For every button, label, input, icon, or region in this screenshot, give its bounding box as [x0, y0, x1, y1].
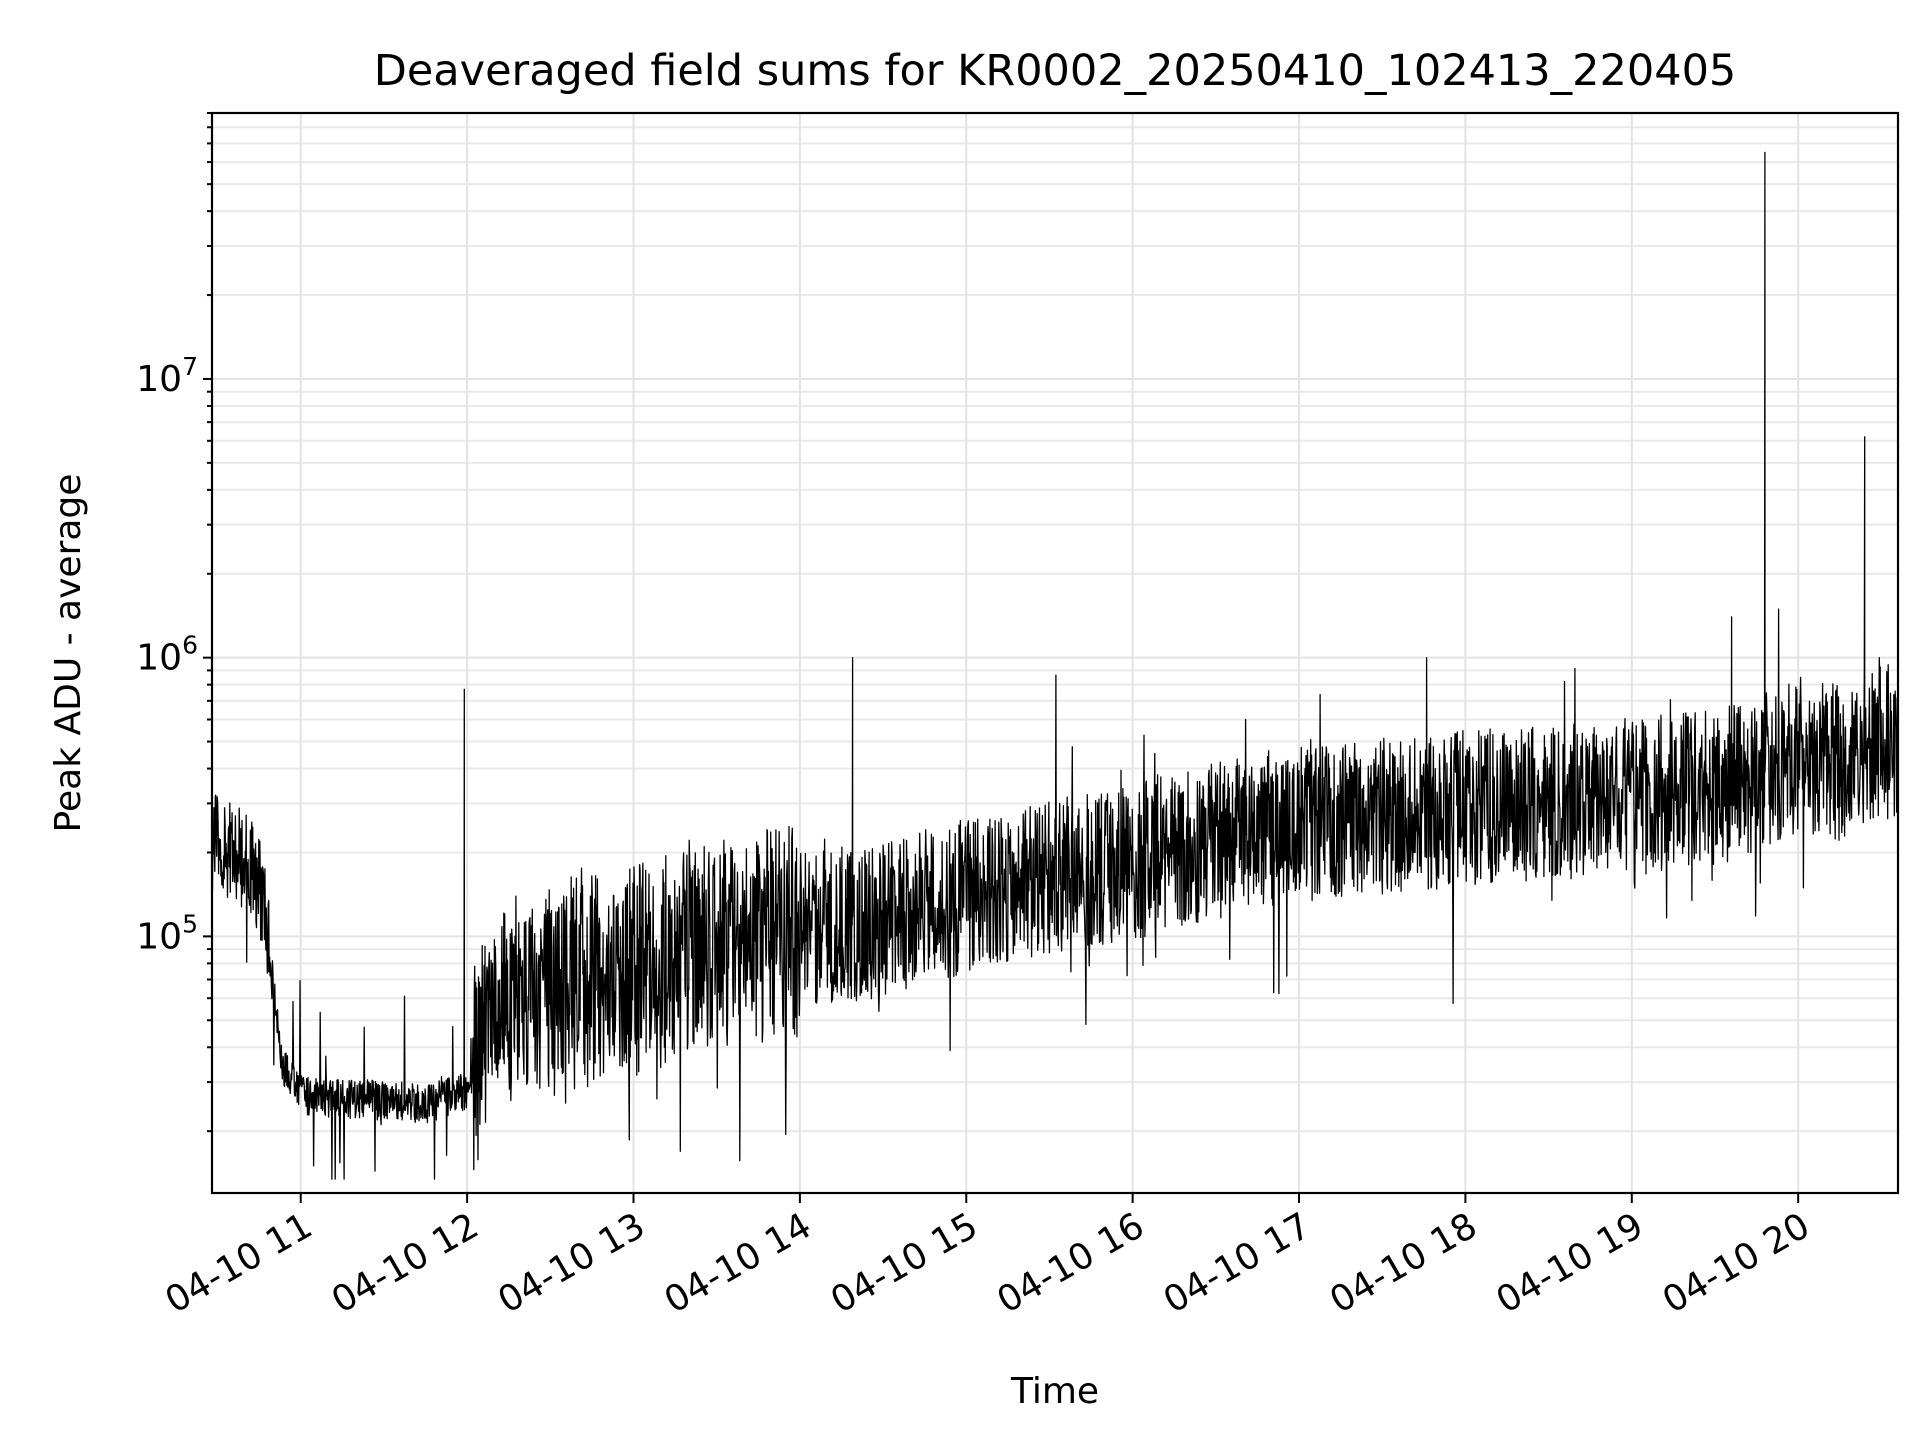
y-tick-label: 106 [136, 631, 198, 679]
y-tick-label: 107 [136, 352, 198, 400]
chart-title: Deaveraged field sums for KR0002_2025041… [374, 46, 1737, 96]
y-tick-label: 105 [136, 909, 198, 957]
y-axis-label: Peak ADU - average [48, 474, 89, 833]
data-series [211, 151, 1899, 1180]
plot-area [210, 111, 1900, 1195]
y-axis: 105 106 107 [136, 112, 212, 1133]
series-line [211, 151, 1899, 1180]
x-axis-label: Time [1010, 1371, 1099, 1412]
